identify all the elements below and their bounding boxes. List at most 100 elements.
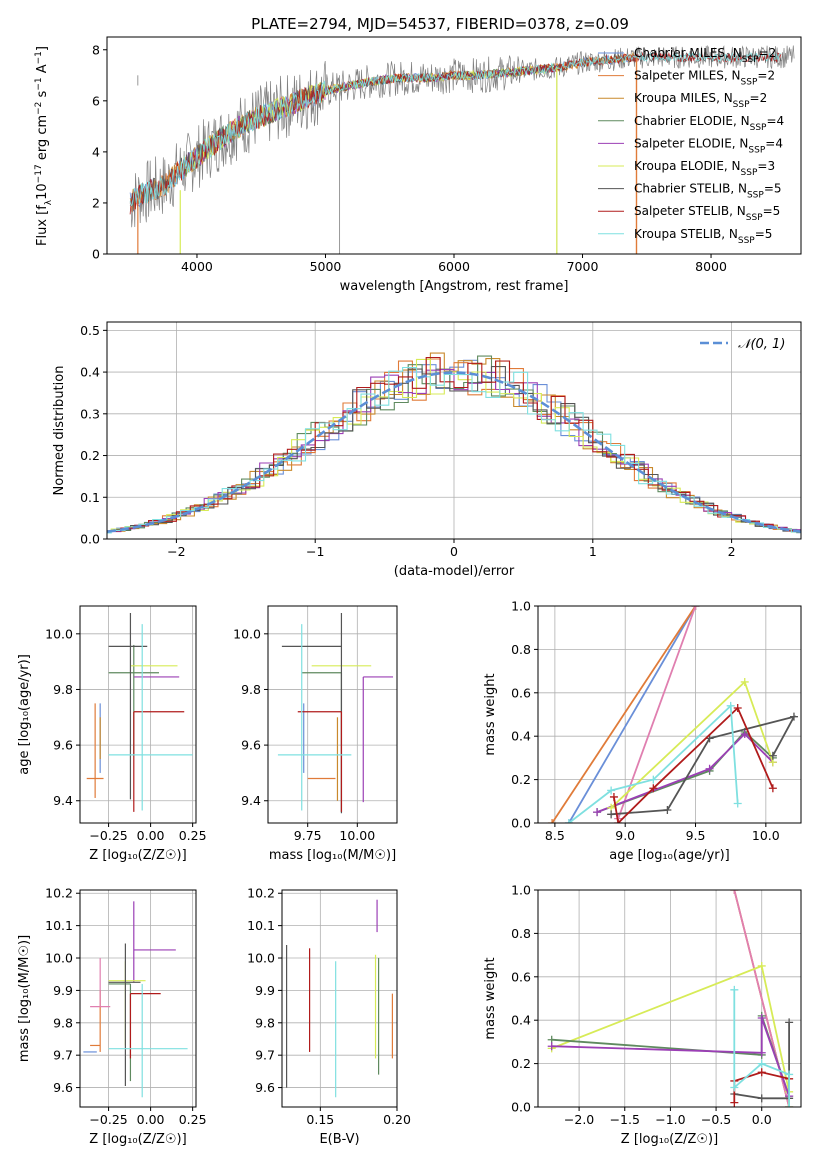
- legend-nssp-sub: SSP: [738, 236, 755, 246]
- legend-nssp-sub: SSP: [747, 191, 764, 201]
- errorbar-point: [108, 943, 141, 1086]
- errorbar-point: [90, 990, 101, 1052]
- x-axis-label: mass [log₁₀(M/M☉)]: [269, 848, 396, 863]
- y-tick-label: 1.0: [511, 599, 531, 614]
- y-tick-label: 9.8: [255, 1015, 275, 1030]
- x-tick-label: 2: [728, 544, 736, 559]
- y-tick-label: 9.9: [53, 983, 73, 998]
- x-tick-label: 0.15: [306, 1112, 334, 1127]
- y-tick-label: 9.6: [53, 738, 73, 753]
- y-tick-label: 9.8: [241, 682, 261, 697]
- legend-label: Salpeter ELODIE, NSSP=4: [634, 136, 783, 155]
- y-tick-label: 0.4: [80, 365, 100, 380]
- series-marker: [757, 1059, 766, 1068]
- histogram-chabrier-stelib: [107, 366, 801, 532]
- x-tick-label: −0.25: [89, 1112, 127, 1127]
- y-axis-label-part: −17: [34, 164, 44, 183]
- y-tick-label: 0.8: [511, 926, 531, 941]
- legend-nssp-eq: =: [765, 136, 775, 150]
- y-axis-label-part: Flux [f: [35, 205, 50, 246]
- errorbar-point: [362, 676, 394, 803]
- x-tick-label: 0.25: [179, 828, 207, 843]
- legend-nssp-prefix: , N: [733, 114, 750, 128]
- series-marker: [691, 606, 700, 610]
- series-marker: [649, 775, 658, 784]
- series-marker: [768, 784, 777, 793]
- series-marker: [740, 730, 749, 739]
- legend-nssp-value: 2: [769, 46, 777, 60]
- errorbar-point: [129, 993, 161, 1059]
- y-axis-label-part: A: [35, 64, 50, 77]
- series-marker: [733, 799, 742, 808]
- x-axis-label: age [log₁₀(age/yr)]: [609, 848, 730, 863]
- y-axis-label-part: λ: [44, 199, 54, 205]
- x-tick-label: 1: [589, 544, 597, 559]
- x-tick-label: 9.75: [294, 828, 322, 843]
- model-line-salpeter-stelib: [129, 51, 782, 215]
- series-marker: [547, 1042, 556, 1051]
- legend-nssp-prefix: , N: [732, 136, 749, 150]
- chart-age-vs-Z: −0.25 0.00 0.25 9.4 9.6 9.8 10.0 Z [log₁₀(Z/Z☉)…: [17, 605, 207, 863]
- legend-label: Kroupa ELODIE, NSSP=3: [634, 159, 775, 178]
- legend-label: Salpeter STELIB, NSSP=5: [634, 204, 780, 223]
- axes-frame: [79, 605, 197, 824]
- y-tick-label: 4: [92, 144, 100, 159]
- model-line-kroupa-miles: [129, 51, 635, 203]
- y-axis-label-part: erg cm: [35, 115, 50, 164]
- series-marker: [768, 751, 777, 760]
- errorbar-point: [297, 711, 343, 812]
- x-axis-label: Z [log₁₀(Z/Z☉)]: [89, 1132, 186, 1147]
- legend-label: Kroupa MILES, NSSP=2: [634, 91, 767, 110]
- legend-nssp-value: 3: [767, 159, 775, 173]
- y-axis-label-part: s: [35, 90, 50, 101]
- y-tick-label: 10.0: [233, 626, 261, 641]
- legend-nssp-prefix: , N: [724, 159, 741, 173]
- legend-series-name: Chabrier MILES: [634, 46, 725, 60]
- x-tick-label: −1: [306, 544, 324, 559]
- series-marker: [726, 701, 735, 710]
- y-tick-label: 2: [92, 195, 100, 210]
- series-marker: [785, 1103, 794, 1107]
- axes-frame: [79, 889, 197, 1108]
- series-line-chabrier-miles: [568, 606, 697, 823]
- y-tick-label: 0.0: [511, 816, 531, 831]
- y-tick-label: 10.2: [247, 886, 275, 901]
- x-tick-label: 0: [450, 544, 458, 559]
- y-tick-label: 0.1: [80, 490, 100, 505]
- legend-nssp-prefix: , N: [724, 69, 741, 83]
- x-axis-label: E(B-V): [319, 1132, 359, 1147]
- y-tick-label: 9.6: [255, 1080, 275, 1095]
- series-marker: [789, 712, 798, 721]
- y-tick-label: 9.8: [53, 682, 73, 697]
- legend-nssp-eq: =: [757, 69, 767, 83]
- plot-area: [548, 606, 798, 823]
- y-tick-label: 9.4: [241, 793, 261, 808]
- y-axis-label: mass weight: [483, 957, 498, 1039]
- legend-nssp-eq: =: [766, 114, 776, 128]
- x-tick-label: 8.5: [545, 828, 565, 843]
- series-line-salpeter-elodie: [551, 1017, 790, 1097]
- series-marker: [564, 819, 573, 823]
- x-tick-label: −0.5: [701, 1112, 731, 1127]
- x-tick-label: −1.0: [655, 1112, 685, 1127]
- plot-area: [286, 899, 393, 1098]
- axes-frame: [267, 605, 398, 824]
- errorbar-point: [277, 624, 352, 811]
- plot-area: [129, 44, 795, 254]
- plot-area: [547, 890, 794, 1107]
- series-marker: [730, 1098, 739, 1107]
- y-tick-label: 9.9: [255, 983, 275, 998]
- series-marker: [785, 1018, 794, 1027]
- errorbar-point: [90, 958, 111, 1008]
- y-tick-label: 9.6: [241, 738, 261, 753]
- series-line-chabrier-stelib: [734, 1022, 790, 1100]
- series-line-chabrier-stelib: [611, 715, 796, 816]
- plot-area: [277, 612, 394, 814]
- series-marker: [593, 808, 602, 817]
- x-tick-label: −1.5: [610, 1112, 640, 1127]
- axes-frame: [537, 605, 802, 824]
- errorbar-point: [108, 624, 193, 811]
